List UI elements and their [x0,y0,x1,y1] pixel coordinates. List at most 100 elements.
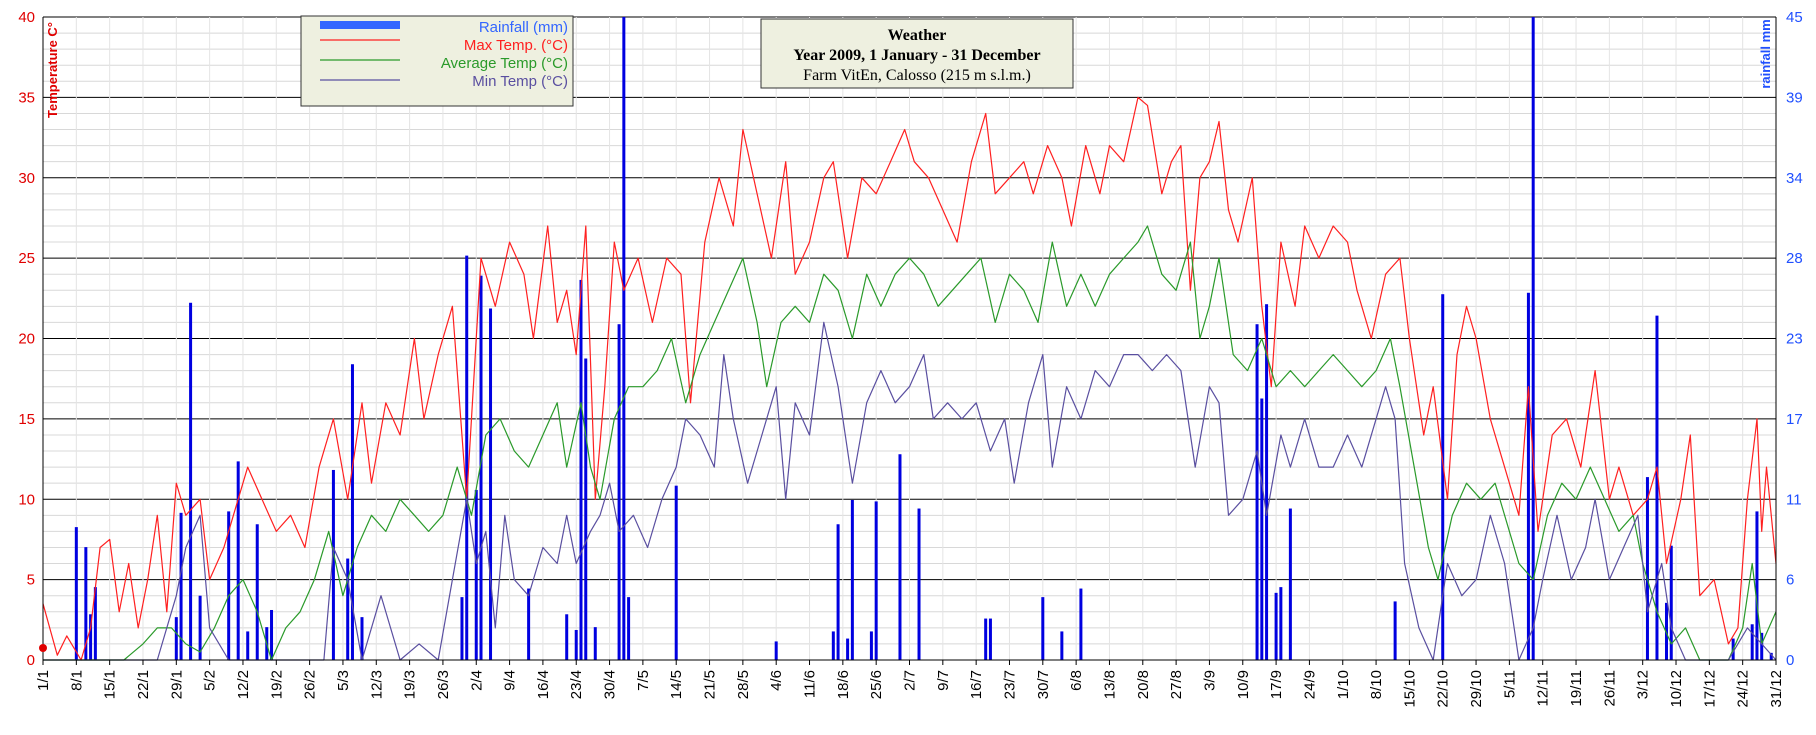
x-tick-label: 7/5 [635,670,652,691]
y-right-tick-label: 28 [1786,250,1803,267]
rainfall-bar [1769,652,1773,660]
rainfall-bar [617,324,621,660]
rainfall-bar [1060,631,1064,660]
rainfall-bar [836,524,840,660]
rainfall-bar [489,308,493,660]
x-tick-label: 13/8 [1101,670,1118,699]
rainfall-bar [898,454,902,660]
rainfall-bar [1655,315,1659,660]
x-tick-label: 2/4 [468,670,485,691]
x-tick-label: 19/11 [1568,670,1585,706]
rainfall-bar [246,631,250,660]
chart-subtitle-location: Farm VitEn, Calosso (215 m s.l.m.) [803,67,1031,84]
x-tick-label: 31/12 [1768,670,1785,708]
x-tick-label: 18/6 [835,670,852,699]
rainfall-bar [255,524,259,660]
y-left-tick-label: 20 [18,331,35,348]
axes: 1/1 8/1 15/1 22/1 29/1 5/2 12/2 19/2 26/2 5/3 12/3… [18,9,1802,708]
rainfall-bar [474,489,478,660]
legend-label-avg-temp: Average Temp (°C) [441,55,568,72]
x-tick-label: 29/10 [1468,670,1485,708]
legend-label-min-temp: Min Temp (°C) [472,73,568,90]
x-tick-label: 9/4 [502,670,519,691]
y-axis-left-title: Temperature C° [45,22,60,118]
x-tick-label: 12/11 [1535,670,1552,706]
rainfall-bar [1260,398,1264,660]
rainfall-bar [1669,545,1673,660]
rainfall-bar [236,461,240,660]
rainfall-bar [270,609,274,660]
title-box: Weather Year 2009, 1 January - 31 Decemb… [760,18,1074,89]
rainfall-bar [331,469,335,660]
rainfall-bar [465,255,469,660]
y-right-tick-label: 34 [1786,170,1803,187]
x-tick-label: 28/5 [735,670,752,699]
rainfall-bar [831,631,835,660]
x-tick-label: 17/12 [1701,670,1718,708]
x-tick-label: 23/7 [1001,670,1018,699]
rainfall-bar [479,275,483,660]
rainfall-bar [198,595,202,660]
temperature-lines [42,96,1777,661]
x-tick-label: 8/10 [1368,670,1385,699]
rainfall-bar [674,485,678,660]
x-tick-label: 17/9 [1268,670,1285,699]
x-tick-label: 4/6 [768,670,785,691]
x-tick-label: 15/10 [1401,670,1418,708]
x-tick-label: 8/1 [68,670,85,691]
x-tick-label: 2/7 [902,670,919,691]
x-tick-label: 3/12 [1635,670,1652,699]
x-tick-label: 30/7 [1035,670,1052,699]
rainfall-bar [1760,632,1764,660]
x-tick-label: 20/8 [1135,670,1152,699]
rainfall-bar [774,641,778,660]
y-left-tick-label: 40 [18,9,35,26]
rainfall-bar [1664,602,1668,660]
legend: Rainfall (mm) Max Temp. (°C) Average Tem… [300,15,574,107]
rainfall-bar [89,614,93,660]
rainfall-bar [584,358,588,660]
x-tick-label: 6/8 [1068,670,1085,691]
rainfall-bar [1255,324,1259,660]
legend-label-max-temp: Max Temp. (°C) [464,37,568,54]
x-tick-label: 15/1 [102,670,119,699]
x-tick-label: 26/3 [435,670,452,699]
x-tick-label: 24/9 [1301,670,1318,699]
rainfall-bar [574,629,578,660]
x-tick-label: 5/3 [335,670,352,691]
y-right-tick-label: 6 [1786,572,1794,589]
y-left-tick-label: 0 [27,652,35,669]
x-tick-label: 1/10 [1335,670,1352,699]
rainfall-bar [869,631,873,660]
rainfall-bar [1393,601,1397,660]
x-tick-label: 9/7 [935,670,952,691]
x-tick-label: 22/1 [135,670,152,699]
rainfall-bar [593,627,597,660]
rainfall-bar [93,587,97,660]
series-line-avg-temp [43,225,1777,661]
rainfall-bar [84,547,88,660]
x-tick-label: 3/9 [1201,670,1218,691]
rainfall-bar [846,638,850,660]
x-tick-label: 21/5 [702,670,719,699]
y-right-tick-label: 17 [1786,411,1803,428]
y-left-tick-label: 35 [18,89,35,106]
y-axis-right-title: rainfall mm [1758,19,1773,88]
rainfall-bar [1441,294,1445,660]
rainfall-bar [579,279,583,660]
rainfall-bar [174,617,178,660]
rainfall-bar [988,618,992,660]
rainfall-bar [527,588,531,660]
rainfall-bar [874,501,878,660]
rainfall-bar [460,597,464,660]
x-tick-label: 23/4 [568,670,585,699]
y-right-tick-label: 45 [1786,9,1803,26]
x-tick-label: 22/10 [1435,670,1452,708]
x-tick-label: 1/1 [35,670,52,691]
rainfall-bar [179,512,183,660]
legend-label-rainfall: Rainfall (mm) [479,19,568,36]
rainfall-bar [1526,292,1530,660]
rainfall-bar [627,597,631,660]
